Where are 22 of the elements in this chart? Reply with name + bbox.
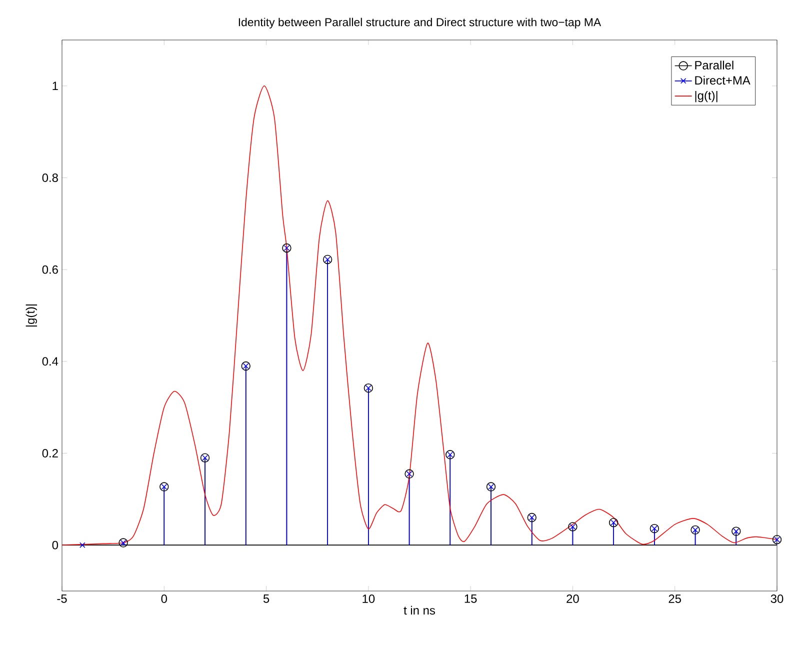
legend-label: |g(t)| [695,91,718,102]
x-tick-label: 5 [263,594,270,603]
x-tick-label: 0 [161,594,168,603]
legend-label: Direct+MA [695,76,750,85]
y-tick-label: 0 [52,540,58,550]
x-tick-label: 15 [464,594,477,603]
point [80,542,86,548]
y-tick-label: 1 [52,82,58,90]
x-tick-label: 20 [566,594,579,603]
legend-label: Parallel [695,60,734,70]
x-axis-title: t in ns [404,606,436,615]
x-tick-label: 30 [770,594,784,603]
line-series [62,86,778,546]
chart-title: Identity between Parallel structure and Direct structure with two−tap MA [238,18,602,28]
y-tick-label: 0.8 [42,174,58,182]
y-tick-label: 0.6 [42,265,58,274]
y-tick-label: 0.2 [42,449,58,458]
y-axis-title: |g(t)| [26,304,38,327]
x-tick-label: 25 [668,594,681,603]
y-tick-label: 0.4 [42,357,58,366]
x-tick-label: 10 [362,594,375,603]
x-tick-label: -5 [57,594,67,603]
